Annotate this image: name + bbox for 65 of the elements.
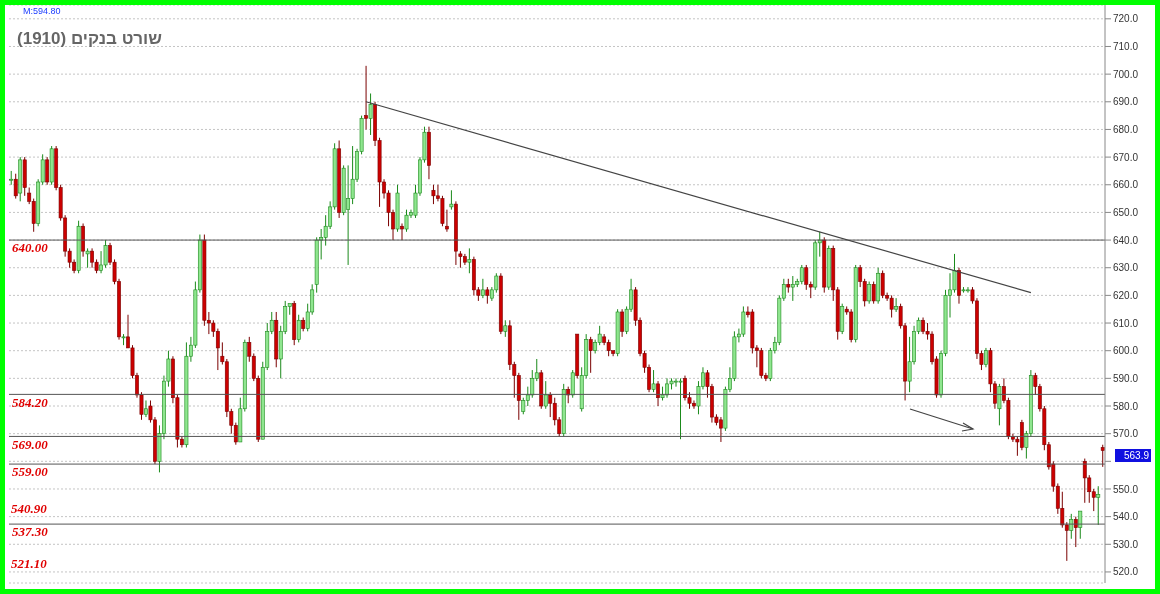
y-tick-label: 600.0	[1113, 345, 1139, 357]
y-tick-label: 610.0	[1113, 317, 1139, 329]
candlestick	[984, 347, 988, 368]
annotation: M:594.80	[23, 6, 61, 16]
candlestick	[467, 247, 472, 274]
candlestick	[570, 369, 575, 399]
candlestick	[144, 399, 148, 418]
candlestick	[449, 189, 454, 211]
y-tick-label: 660.0	[1113, 179, 1139, 191]
candlestick	[678, 377, 683, 440]
y-tick-label: 530.0	[1113, 538, 1139, 550]
candlestick	[368, 93, 373, 136]
candlestick	[480, 278, 485, 299]
candlestick	[400, 222, 404, 241]
y-tick-label: 680.0	[1113, 124, 1139, 135]
text: 563.9	[1115, 448, 1151, 462]
candlestick	[45, 156, 50, 186]
candlestick	[431, 184, 436, 205]
ref-line-label: 559.00	[12, 464, 49, 480]
candlestick	[13, 173, 18, 200]
ref-line-label: 584.20	[12, 394, 49, 410]
candlestick	[741, 305, 746, 338]
candlestick	[103, 239, 108, 269]
candlestick	[889, 294, 894, 319]
y-tick-label: 690.0	[1113, 96, 1139, 108]
y-tick-label: 710.0	[1113, 41, 1139, 53]
candlestick	[543, 380, 548, 410]
annotation: 540.90	[11, 501, 47, 518]
candlestick	[651, 369, 656, 393]
ref-line-label: 640.00	[12, 240, 49, 256]
candlestick	[548, 391, 553, 418]
y-tick-label: 550.0	[1113, 483, 1139, 495]
text: שורט בנקים (1910)	[17, 29, 162, 49]
candlestick	[799, 264, 804, 285]
y-tick-label: 570.0	[1113, 428, 1139, 440]
y-tick-label: 720.0	[1113, 13, 1139, 25]
annotation: 521.10	[11, 555, 47, 572]
y-tick-label: 540.0	[1113, 511, 1139, 523]
candlestick	[588, 336, 593, 374]
ref-line-label: 569.00	[12, 436, 49, 452]
candlestick	[1096, 485, 1101, 526]
candlestick	[867, 281, 872, 305]
candlestick	[1078, 510, 1083, 540]
candlestick	[997, 383, 1002, 426]
y-tick-label: 670.0	[1113, 151, 1139, 163]
candlestick	[1069, 513, 1074, 540]
y-tick-label: 630.0	[1113, 262, 1139, 274]
ref-line-label: 537.30	[12, 524, 49, 540]
candlestick	[364, 65, 368, 130]
y-tick-label: 650.0	[1113, 206, 1139, 218]
y-tick-label: 640.0	[1113, 234, 1139, 246]
y-tick-label: 590.0	[1113, 372, 1139, 384]
candlestick	[894, 297, 899, 313]
candlestick	[85, 247, 90, 269]
candlestick	[404, 209, 409, 233]
candlestick	[296, 314, 301, 343]
candlestick	[871, 281, 876, 305]
y-tick-label: 520.0	[1113, 566, 1139, 578]
candlestick	[656, 380, 660, 407]
candlestick	[880, 269, 885, 299]
candlestick	[1100, 444, 1105, 468]
y-tick-label: 620.0	[1113, 289, 1139, 301]
y-tick-label: 580.0	[1113, 400, 1139, 412]
candlestick	[620, 308, 625, 338]
y-tick-label: 700.0	[1113, 68, 1139, 80]
